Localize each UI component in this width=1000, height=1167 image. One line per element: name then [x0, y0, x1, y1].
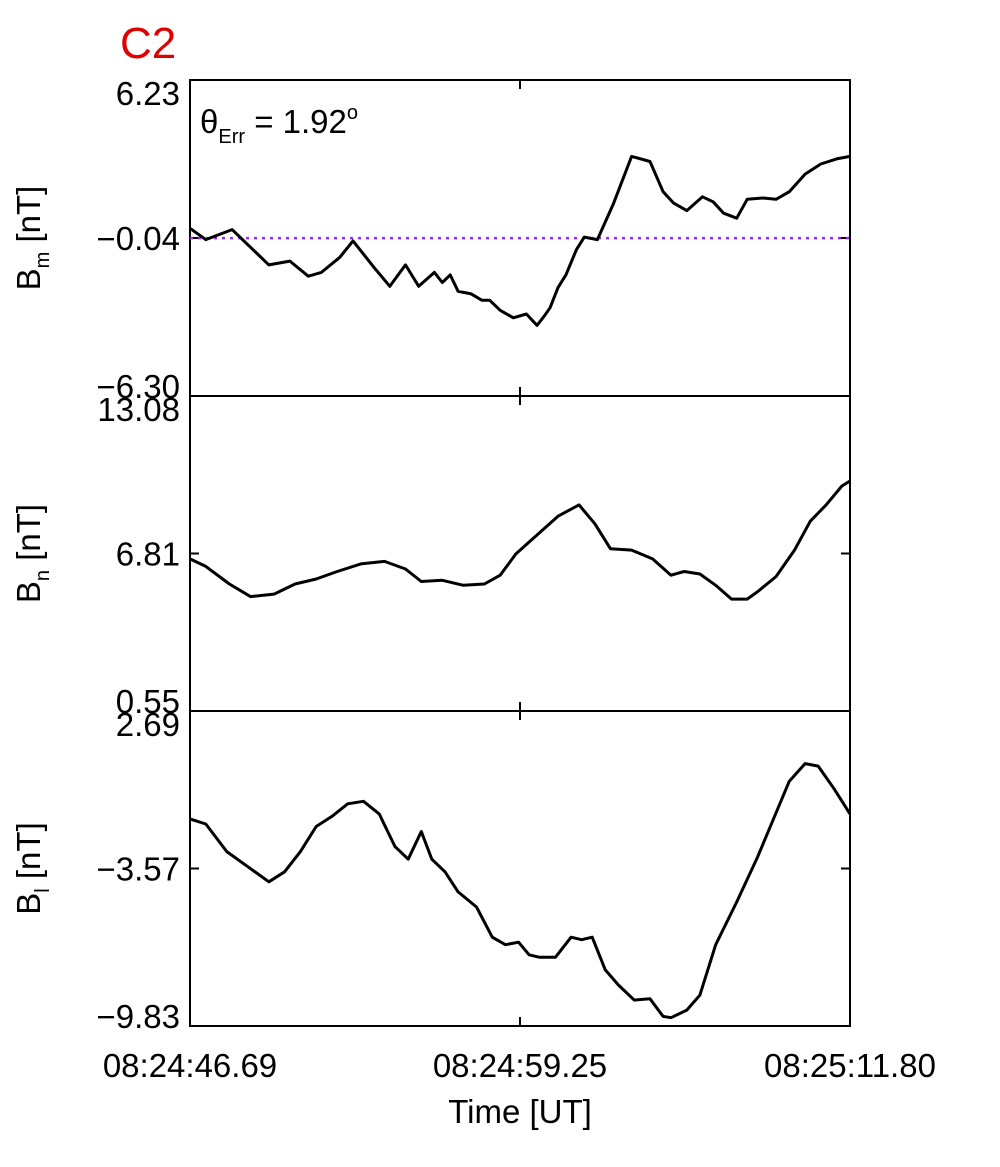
x-tick-label: 08:25:11.80 [764, 1047, 936, 1084]
panel-1: 6.23 −0.04 −6.30 Bm [nT] [10, 75, 851, 405]
y-axis-label-subscript: m [32, 252, 54, 269]
theta-value: = 1.92 [245, 103, 347, 140]
x-tick-label: 08:24:59.25 [433, 1047, 607, 1084]
panel-frame [189, 395, 851, 712]
theta-symbol: θ [200, 103, 218, 140]
panel-2: 13.08 6.81 0.55 Bn [nT] [10, 391, 851, 720]
theta-error-annotation: θErr = 1.92o [200, 102, 358, 148]
y-tick-label: −9.83 [97, 998, 181, 1035]
y-axis-label-base: B [10, 268, 47, 290]
y-axis-label: Bm [nT] [10, 186, 54, 291]
y-axis-label: Bn [nT] [10, 504, 54, 603]
theta-superscript: o [347, 102, 358, 124]
y-tick-label: −6.30 [97, 368, 181, 405]
y-tick-label: −0.04 [97, 220, 181, 257]
y-axis-label-unit: [nT] [10, 822, 47, 888]
y-axis-label-subscript: n [32, 570, 54, 581]
y-tick-label: 2.69 [116, 706, 180, 743]
y-tick-label: 6.23 [116, 75, 180, 112]
panel-3: 2.69 −3.57 −9.83 Bl [nT] [10, 706, 852, 1035]
y-axis-label-unit: [nT] [10, 186, 47, 252]
x-axis-label: Time [UT] [448, 1093, 592, 1130]
y-axis-label-base: B [10, 581, 47, 603]
series-line [189, 479, 851, 601]
x-tick-label: 08:24:46.69 [103, 1047, 277, 1084]
series-line [189, 762, 852, 1020]
y-tick-label: 6.81 [116, 536, 180, 573]
y-tick-label: −3.57 [97, 851, 181, 888]
panels: 6.23 −0.04 −6.30 Bm [nT] 13.08 6.81 0.55 Bn [nT… [10, 75, 936, 1084]
y-axis-label-base: B [10, 893, 47, 915]
series-line [189, 154, 851, 327]
y-tick-label: 0.55 [116, 683, 180, 720]
y-axis-label: Bl [nT] [10, 822, 54, 915]
y-tick-label: 13.08 [97, 391, 180, 428]
y-axis-label-subscript: l [32, 888, 54, 892]
theta-subscript: Err [218, 126, 245, 148]
y-axis-label-unit: [nT] [10, 504, 47, 570]
panel-label: C2 [120, 19, 176, 68]
